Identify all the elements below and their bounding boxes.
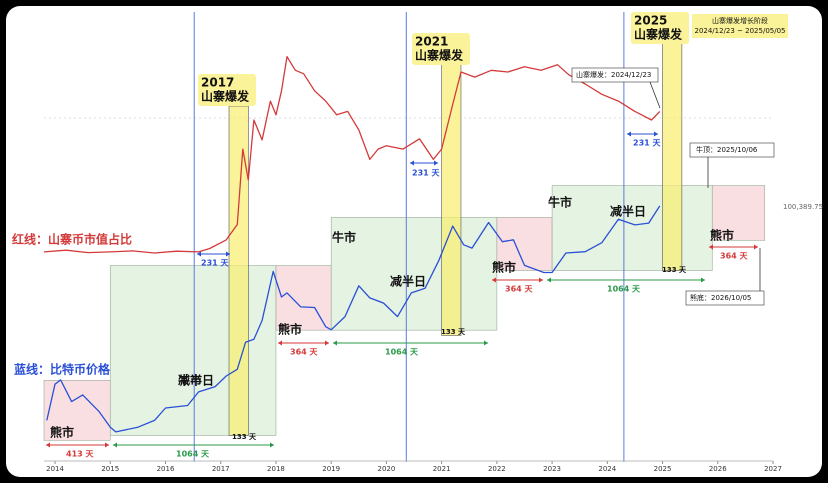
x-tick-label: 2014 [46, 465, 64, 473]
arrow-head [46, 442, 50, 448]
duration-label: 231 天 [412, 169, 440, 178]
end-value-label: 100,389.75 [783, 203, 823, 211]
series-label: 蓝线：比特币价格 [14, 362, 111, 377]
boom-title-bg [198, 74, 256, 106]
arrow-head [492, 277, 496, 283]
arrow-head [627, 131, 631, 137]
boom-text: 山寨爆发 [415, 48, 464, 63]
duration-label: 133 天 [232, 433, 257, 441]
arrow-head [226, 251, 230, 257]
series-line [43, 55, 661, 254]
note: 山寨爆发：2024/12/23 [576, 70, 651, 79]
x-tick-label: 2022 [488, 465, 506, 473]
duration-label: 231 天 [633, 139, 661, 148]
x-tick-label: 2015 [101, 465, 119, 473]
arrow-head [270, 442, 274, 448]
boom-year: 2017 [201, 76, 234, 90]
arrow-head [333, 340, 337, 346]
region-label: 熊市 [50, 425, 74, 440]
boom-year: 2021 [415, 35, 448, 49]
boom-band [228, 105, 249, 436]
duration-label: 133 天 [662, 266, 687, 274]
x-tick-label: 2021 [433, 465, 451, 473]
arrow-head [197, 251, 201, 257]
arrow-head [325, 340, 329, 346]
note: 2024/12/23 ~ 2025/05/05 [694, 27, 785, 35]
boom-title-bg [412, 33, 470, 65]
arrow-head [547, 277, 551, 283]
x-tick-label: 2027 [764, 465, 782, 473]
region-label: 熊市 [710, 228, 734, 243]
arrow-head [113, 442, 117, 448]
note-pointer [649, 81, 661, 109]
arrow-head [701, 277, 705, 283]
market-region [330, 217, 498, 331]
arrow-head [754, 244, 758, 250]
x-tick-label: 2026 [709, 465, 727, 473]
duration-label: 413 天 [66, 450, 94, 459]
halving-label: 减半日 [610, 204, 646, 219]
market-region [275, 265, 332, 331]
boom-band [441, 60, 462, 336]
x-tick-label: 2018 [267, 465, 285, 473]
arrow-head [709, 244, 713, 250]
duration-label: 1064 天 [385, 348, 419, 357]
region-label: 熊市 [492, 260, 516, 275]
series-label: 红线：山寨币市值占比 [12, 232, 132, 247]
note: 熊底：2026/10/05 [690, 293, 751, 302]
region-label: 熊市 [278, 322, 302, 337]
x-tick-label: 2016 [157, 465, 175, 473]
arrow-head [434, 160, 438, 166]
arrow-head [654, 131, 658, 137]
duration-label: 133 天 [441, 328, 466, 336]
arrow-head [278, 340, 282, 346]
arrow-head [105, 442, 109, 448]
note: 山寨爆发增长阶段 [712, 16, 768, 25]
market-region [496, 217, 553, 271]
arrow-head [484, 340, 488, 346]
x-tick-label: 2024 [598, 465, 616, 473]
note-bg [692, 14, 788, 38]
region-label: 牛市 [548, 195, 572, 210]
region-label: 牛市 [332, 230, 356, 245]
boom-year: 2025 [634, 14, 667, 28]
duration-label: 364 天 [720, 252, 748, 261]
note-bg [685, 290, 765, 306]
x-tick-label: 2020 [377, 465, 395, 473]
boom-text: 山寨爆发 [634, 27, 683, 42]
duration-label: 364 天 [290, 348, 318, 357]
note-bg [571, 67, 659, 83]
boom-band [662, 40, 683, 271]
market-region [711, 185, 766, 241]
halving-label: 减半日 [178, 373, 214, 388]
note: 牛顶：2025/10/06 [696, 145, 758, 154]
market-region [109, 265, 277, 436]
arrow-head [410, 160, 414, 166]
series-line [46, 205, 661, 433]
x-tick-label: 2023 [543, 465, 561, 473]
note-bg [689, 142, 775, 158]
x-tick-label: 2017 [212, 465, 230, 473]
duration-label: 1064 天 [176, 450, 210, 459]
boom-text: 山寨爆发 [201, 89, 250, 104]
x-tick-label: 2019 [322, 465, 340, 473]
duration-label: 1064 天 [607, 285, 641, 294]
boom-title-bg [631, 12, 689, 44]
region-label: 牛市 [178, 373, 202, 388]
duration-label: 364 天 [505, 285, 533, 294]
halving-label: 减半日 [390, 274, 426, 289]
x-tick-label: 2025 [654, 465, 672, 473]
market-region [43, 380, 111, 441]
arrow-head [539, 277, 543, 283]
market-region [551, 185, 713, 271]
duration-label: 231 天 [201, 259, 229, 268]
